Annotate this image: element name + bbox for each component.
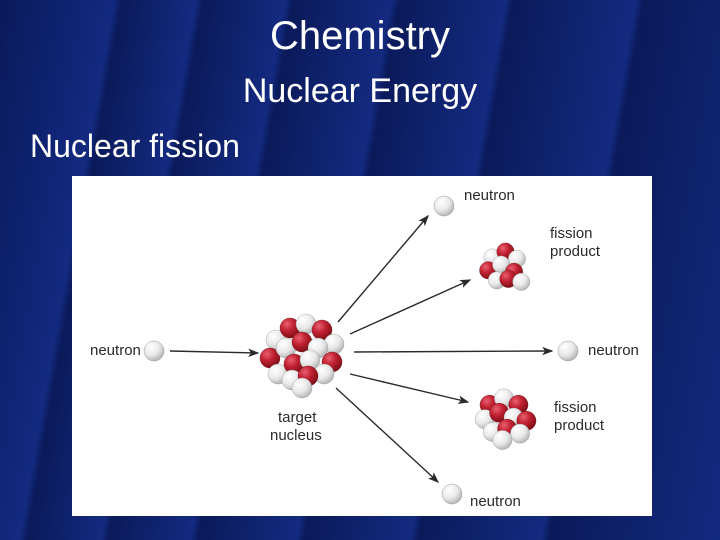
label-fission-bot-2: product [554,417,605,434]
neutron-out-top [434,196,454,216]
incoming-neutron [144,341,164,361]
label-target-1: target [278,409,317,426]
label-neutron-bot: neutron [470,493,521,510]
arrow-fp-top [350,280,470,334]
label-incoming-neutron: neutron [90,342,141,359]
fission-product-bottom [475,389,536,450]
label-fission-top-2: product [550,243,601,260]
arrow-n-bot [336,388,438,482]
label-fission-top-1: fission [550,225,593,242]
arrow-n-mid [354,351,552,352]
label-neutron-mid: neutron [588,342,639,359]
diagram-labels: neutron target nucleus neutron fission p… [90,187,639,510]
neutron-out-bot [442,484,462,504]
arrow-in [170,351,258,353]
arrow-fp-bot [350,374,468,402]
fission-diagram: neutron target nucleus neutron fission p… [72,176,652,516]
neutron-out-mid [558,341,578,361]
slide: Chemistry Nuclear Energy Nuclear fission [0,0,720,540]
arrow-n-top [338,216,428,322]
target-nucleus [260,314,344,398]
slide-title: Chemistry [0,14,720,59]
label-fission-bot-1: fission [554,399,597,416]
slide-subtitle: Nuclear Energy [0,72,720,111]
fission-product-top [480,243,530,291]
diagram-svg: neutron target nucleus neutron fission p… [72,176,652,516]
label-neutron-top: neutron [464,187,515,204]
section-heading: Nuclear fission [30,128,240,165]
label-target-2: nucleus [270,427,322,444]
